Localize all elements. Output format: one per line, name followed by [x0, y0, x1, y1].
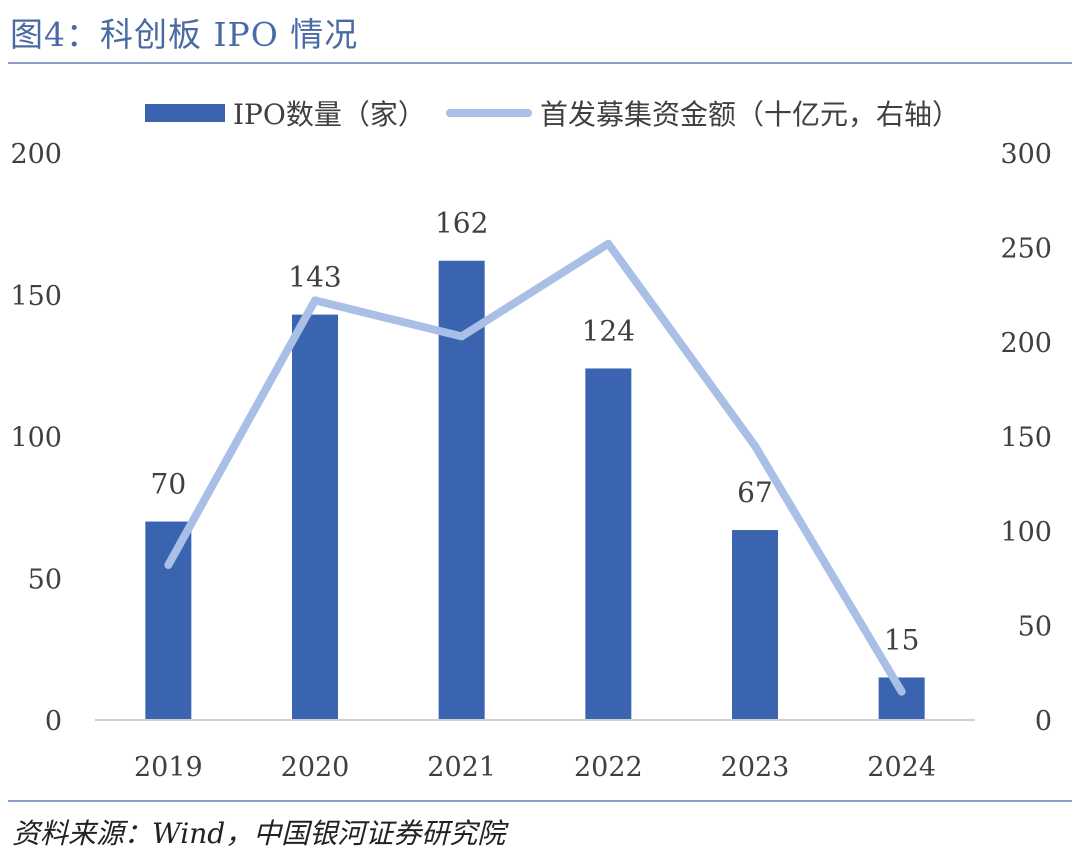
bar-data-label: 70 — [151, 468, 187, 501]
bar-2020 — [292, 314, 338, 720]
right-axis-tick-label: 250 — [1000, 234, 1052, 265]
bar-data-label: 162 — [435, 207, 488, 240]
left-axis-tick-label: 0 — [45, 706, 62, 737]
top-divider — [8, 62, 1072, 64]
x-axis-tick-label: 2024 — [867, 752, 936, 783]
bar-2019 — [145, 521, 192, 720]
right-axis-tick-label: 150 — [1000, 423, 1052, 454]
x-axis-tick-label: 2023 — [721, 752, 790, 783]
bar-data-label: 15 — [884, 623, 920, 656]
x-axis: 2019 2020 2021 2022 2023 2024 — [95, 719, 975, 783]
right-axis-tick-label: 200 — [1000, 328, 1052, 359]
data-labels: 70 143 162 124 67 15 — [151, 207, 920, 657]
right-axis-tick-label: 0 — [1035, 706, 1052, 737]
legend-label-line: 首发募集资金额（十亿元，右轴） — [540, 98, 960, 131]
right-axis-tick-label: 100 — [1000, 517, 1052, 548]
x-axis-tick-label: 2019 — [134, 752, 203, 783]
legend-label-bar: IPO数量（家） — [233, 98, 426, 131]
left-axis-tick-label: 150 — [10, 281, 62, 312]
x-axis-tick-label: 2021 — [427, 752, 496, 783]
legend: IPO数量（家） 首发募集资金额（十亿元，右轴） — [145, 98, 960, 131]
x-axis-tick-label: 2020 — [281, 752, 350, 783]
bar-data-label: 67 — [737, 476, 773, 509]
chart-title: 图4：科创板 IPO 情况 — [10, 15, 359, 54]
right-axis: 0 50 100 150 200 250 300 — [1000, 139, 1052, 737]
x-axis-tick-label: 2022 — [574, 752, 643, 783]
bar-data-label: 143 — [288, 261, 341, 294]
left-axis-tick-label: 50 — [28, 564, 62, 595]
bar-2023 — [732, 530, 778, 720]
bottom-divider — [8, 800, 1072, 802]
bar-2022 — [585, 368, 632, 720]
right-axis-tick-label: 300 — [1000, 139, 1052, 170]
source-note: 资料来源：Wind，中国银河证券研究院 — [12, 817, 506, 850]
left-axis-tick-label: 200 — [10, 139, 62, 170]
left-axis-tick-label: 100 — [10, 423, 62, 454]
funding-line — [164, 239, 906, 696]
left-axis: 0 50 100 150 200 — [10, 139, 62, 737]
right-axis-tick-label: 50 — [1018, 612, 1052, 643]
legend-swatch-bar — [145, 104, 225, 122]
bar-data-label: 124 — [582, 314, 635, 347]
bar-series — [145, 260, 925, 720]
line-series — [164, 239, 906, 696]
